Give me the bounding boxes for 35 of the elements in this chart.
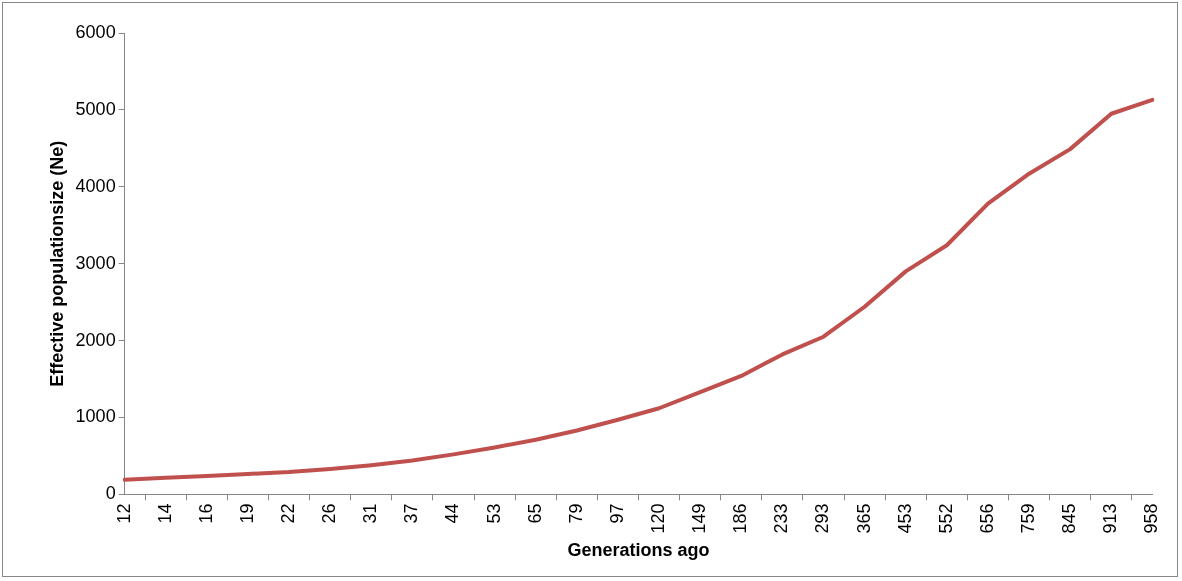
x-tick-label: 365 [853,503,874,534]
y-tick-label: 3000 [75,252,116,273]
y-tick-label: 2000 [75,329,116,350]
x-tick-label: 913 [1100,503,1121,534]
x-tick-label: 759 [1018,503,1039,534]
x-tick-label: 97 [606,503,627,524]
x-tick-label: 65 [524,503,545,524]
y-tick-label: 5000 [75,98,116,119]
x-tick-label: 958 [1141,503,1162,534]
x-tick-label: 19 [236,503,257,524]
x-tick-label: 656 [976,503,997,534]
y-tick-label: 6000 [75,21,116,42]
x-tick-label: 22 [278,503,299,524]
x-tick-label: 16 [195,503,216,524]
x-tick-label: 149 [689,503,710,534]
x-tick-label: 12 [113,503,134,524]
x-tick-label: 845 [1059,503,1080,534]
x-tick-label: 26 [319,503,340,524]
x-tick-label: 44 [442,503,463,524]
y-tick-label: 0 [105,483,116,504]
x-tick-label: 79 [565,503,586,524]
x-tick-label: 453 [894,503,915,534]
x-tick-label: 14 [154,503,175,524]
y-tick-label: 1000 [75,406,116,427]
x-tick-label: 31 [360,503,381,524]
x-tick-label: 552 [935,503,956,534]
x-tick-label: 233 [771,503,792,534]
x-tick-label: 53 [483,503,504,524]
x-tick-label: 120 [648,503,669,534]
y-tick-label: 4000 [75,175,116,196]
x-tick-label: 37 [401,503,422,524]
y-axis-title: Effective populationsize (Ne) [46,140,67,387]
x-tick-label: 186 [730,503,751,534]
x-axis-title: Generations ago [567,540,710,561]
x-tick-label: 293 [812,503,833,534]
